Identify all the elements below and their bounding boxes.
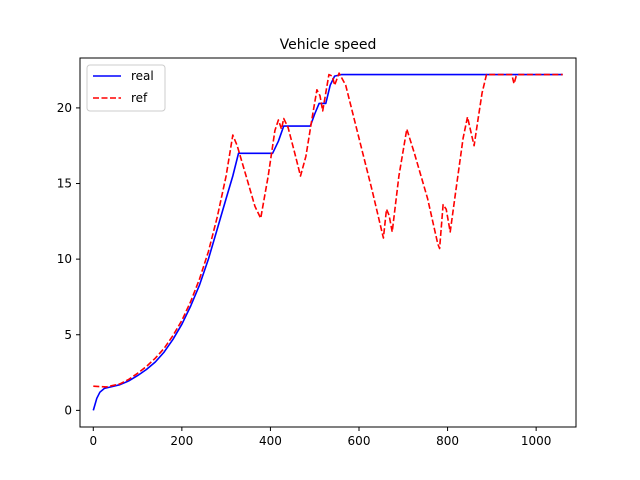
plot-area [79,57,577,428]
x-axis: 0 200 400 600 800 1000 [89,427,551,448]
legend-label-real: real [131,69,154,83]
series-lines [92,72,563,411]
x-tick-label: 0 [89,434,97,448]
x-tick-label: 600 [348,434,371,448]
y-tick-label: 15 [57,177,72,191]
x-tick-label: 1000 [521,434,552,448]
legend: real ref [86,64,166,112]
y-tick-label: 5 [64,328,72,342]
y-tick-label: 10 [57,252,72,266]
x-tick-label: 200 [170,434,193,448]
plot-frame [79,57,577,428]
y-tick-label: 20 [57,101,72,115]
legend-label-ref: ref [131,91,148,105]
x-tick-label: 400 [259,434,282,448]
y-axis: 0 5 10 15 20 [57,101,80,417]
y-tick-label: 0 [64,403,72,417]
x-tick-label: 800 [436,434,459,448]
series-line-ref [93,72,563,388]
chart-title: Vehicle speed [280,37,377,53]
